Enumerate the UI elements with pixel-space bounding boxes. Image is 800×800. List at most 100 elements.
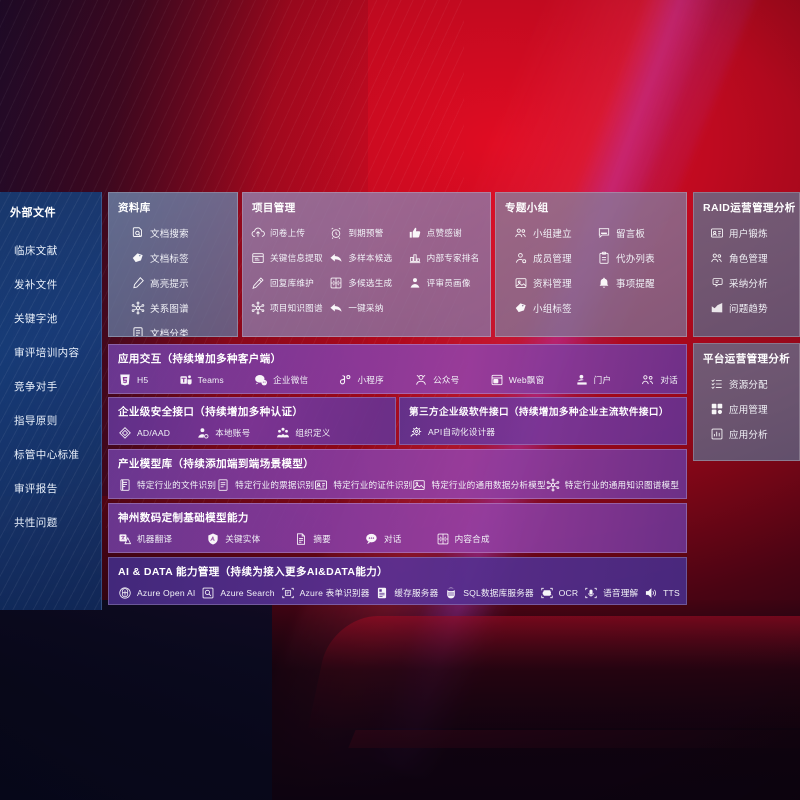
menu-item-doc-search[interactable]: 文档搜索 — [131, 220, 231, 245]
dialogue-icon — [365, 532, 379, 546]
panel-app-interaction-title: 应用交互（持续增加多种客户端） — [118, 353, 282, 365]
sidebar-item-review-report[interactable]: 审评报告 — [14, 483, 58, 495]
menu-item-message-board[interactable]: 留言板 — [597, 220, 680, 245]
menu-item-app-manage[interactable]: 应用管理 — [710, 396, 793, 421]
sidebar-item-common-issues[interactable]: 共性问题 — [14, 517, 58, 529]
message-board-icon — [597, 226, 611, 240]
panel-security-title: 企业级安全接口（持续增加多种认证） — [118, 406, 304, 418]
menu-item-api-designer[interactable]: API自动化设计器 — [409, 421, 495, 443]
menu-label: 问卷上传 — [270, 227, 306, 238]
menu-item-data-analysis-model[interactable]: 特定行业的通用数据分析模型 — [412, 474, 546, 496]
checklist-icon — [710, 377, 724, 391]
pen-highlight-icon — [131, 276, 145, 290]
menu-item-member-manage[interactable]: 成员管理 — [514, 245, 597, 270]
panel-security-interface: 企业级安全接口（持续增加多种认证） AD/AAD 本地账号 组织定义 — [108, 397, 396, 445]
menu-item-knowledge-graph-model[interactable]: 特定行业的通用知识图谱模型 — [546, 474, 679, 496]
id-card-icon — [314, 478, 328, 492]
menu-item-voice-understanding[interactable]: 语音理解 — [584, 582, 638, 604]
menu-item-group-tag[interactable]: 小组标签 — [514, 295, 597, 320]
menu-item-azure-form-recognizer[interactable]: Azure 表单识别器 — [281, 582, 370, 604]
menu-item-teams[interactable]: Teams — [179, 369, 224, 391]
menu-item-role-manage[interactable]: 角色管理 — [710, 245, 793, 270]
menu-item-portal[interactable]: 门户 — [575, 369, 612, 391]
menu-label: Web飘窗 — [508, 375, 545, 385]
extract-panel-icon — [251, 251, 265, 265]
menu-item-ad-aad[interactable]: AD/AAD — [118, 422, 170, 444]
menu-label: H5 — [137, 375, 149, 385]
menu-item-project-knowledge-graph[interactable]: 项目知识图谱 — [251, 295, 327, 320]
menu-label: 应用管理 — [729, 404, 768, 416]
menu-item-content-synthesis[interactable]: 内容合成 — [436, 528, 490, 550]
menu-item-dialogue[interactable]: 对话 — [641, 369, 678, 391]
menu-item-ocr[interactable]: OCR OCR — [540, 582, 579, 604]
summary-doc-icon — [294, 532, 308, 546]
menu-label: 本地账号 — [215, 428, 251, 438]
menu-item-app-analysis[interactable]: 应用分析 — [710, 421, 793, 446]
receipt-icon — [216, 478, 230, 492]
menu-item-org-definition[interactable]: 组织定义 — [276, 422, 330, 444]
entity-a-icon — [206, 532, 220, 546]
menu-item-sql-database-server[interactable]: SQL数据库服务器 — [444, 582, 534, 604]
menu-item-id-recognition[interactable]: 特定行业的证件识别 — [314, 474, 412, 496]
sidebar-item-standards-center[interactable]: 标管中心标准 — [14, 449, 80, 461]
menu-item-cache-server[interactable]: 缓存服务器 — [375, 582, 438, 604]
menu-label: 关系图谱 — [150, 303, 189, 315]
people-group-icon — [514, 226, 528, 240]
menu-item-file-recognition[interactable]: 特定行业的文件识别 — [118, 474, 216, 496]
menu-item-adoption-analysis[interactable]: 采纳分析 — [710, 270, 793, 295]
ocr-icon: OCR — [540, 586, 554, 600]
menu-item-mini-program[interactable]: 小程序 — [339, 369, 384, 391]
document-list-icon — [131, 326, 145, 336]
menu-item-multi-sample-candidate[interactable]: 多样本候选 — [329, 245, 405, 270]
menu-item-relation-graph[interactable]: 关系图谱 — [131, 295, 231, 320]
menu-item-todo-list[interactable]: 代办列表 — [597, 245, 680, 270]
menu-label: 采纳分析 — [729, 278, 768, 290]
menu-item-user-account[interactable]: 用户锻炼 — [710, 220, 793, 245]
menu-item-resource-allocation[interactable]: 资源分配 — [710, 371, 793, 396]
menu-item-wecom[interactable]: 企业微信 — [254, 369, 308, 391]
menu-item-reply-library[interactable]: 回复库维护 — [251, 270, 327, 295]
menu-item-summary[interactable]: 摘要 — [294, 528, 331, 550]
people-group-icon — [710, 251, 724, 265]
sidebar-item-clinical-literature[interactable]: 临床文献 — [14, 245, 58, 257]
menu-label: 对话 — [660, 375, 678, 385]
menu-item-doc-tag[interactable]: 文档标签 — [131, 245, 231, 270]
panel-project-title: 项目管理 — [252, 202, 296, 214]
panel-industry-models: 产业模型库（持续添加端到端场景模型） 特定行业的文件识别 特定行业的票据识别 特… — [108, 449, 687, 499]
menu-item-issue-trend[interactable]: 问题趋势 — [710, 295, 793, 320]
menu-item-machine-translation[interactable]: 机器翻译 — [118, 528, 172, 550]
menu-item-reviewer-profile[interactable]: 评审员画像 — [408, 270, 484, 295]
menu-label: 文档搜索 — [150, 228, 189, 240]
menu-item-h5[interactable]: H5 — [118, 369, 148, 391]
sidebar-item-competitors[interactable]: 竞争对手 — [14, 381, 58, 393]
menu-item-thanks-like[interactable]: 点赞感谢 — [408, 220, 484, 245]
menu-item-questionnaire-upload[interactable]: 问卷上传 — [251, 220, 327, 245]
cache-server-icon — [375, 586, 389, 600]
menu-item-official-account[interactable]: 公众号 — [414, 369, 459, 391]
menu-item-expiry-alert[interactable]: 到期预警 — [329, 220, 405, 245]
menu-item-group-create[interactable]: 小组建立 — [514, 220, 597, 245]
menu-item-one-click-adopt[interactable]: 一键采纳 — [329, 295, 405, 320]
image-box-icon — [514, 276, 528, 290]
menu-item-receipt-recognition[interactable]: 特定行业的票据识别 — [216, 474, 314, 496]
menu-item-tts[interactable]: TTS — [644, 582, 680, 604]
sidebar-item-guidelines[interactable]: 指导原则 — [14, 415, 58, 427]
menu-item-item-reminder[interactable]: 事项提醒 — [597, 270, 680, 295]
sidebar-item-keyword-pool[interactable]: 关键字池 — [14, 313, 58, 325]
cloud-upload-icon — [251, 226, 265, 240]
menu-item-doc-category[interactable]: 文档分类 — [131, 320, 231, 336]
menu-item-expert-ranking[interactable]: 内部专家排名 — [408, 245, 484, 270]
menu-item-web-float-window[interactable]: Web飘窗 — [490, 369, 545, 391]
html5-icon — [118, 373, 132, 387]
menu-item-multi-candidate-gen[interactable]: 多候选生成 — [329, 270, 405, 295]
menu-item-key-info-extract[interactable]: 关键信息提取 — [251, 245, 327, 270]
menu-item-local-account[interactable]: 本地账号 — [196, 422, 250, 444]
menu-item-azure-openai[interactable]: Azure Open AI — [118, 582, 196, 604]
menu-item-azure-search[interactable]: Azure Search — [201, 582, 275, 604]
menu-item-material-manage[interactable]: 资料管理 — [514, 270, 597, 295]
menu-item-highlight[interactable]: 高亮提示 — [131, 270, 231, 295]
sidebar-item-supplement-files[interactable]: 发补文件 — [14, 279, 58, 291]
sidebar-item-review-training[interactable]: 审评培训内容 — [14, 347, 80, 359]
menu-item-dialogue[interactable]: 对话 — [365, 528, 402, 550]
menu-item-key-entity[interactable]: 关键实体 — [206, 528, 260, 550]
